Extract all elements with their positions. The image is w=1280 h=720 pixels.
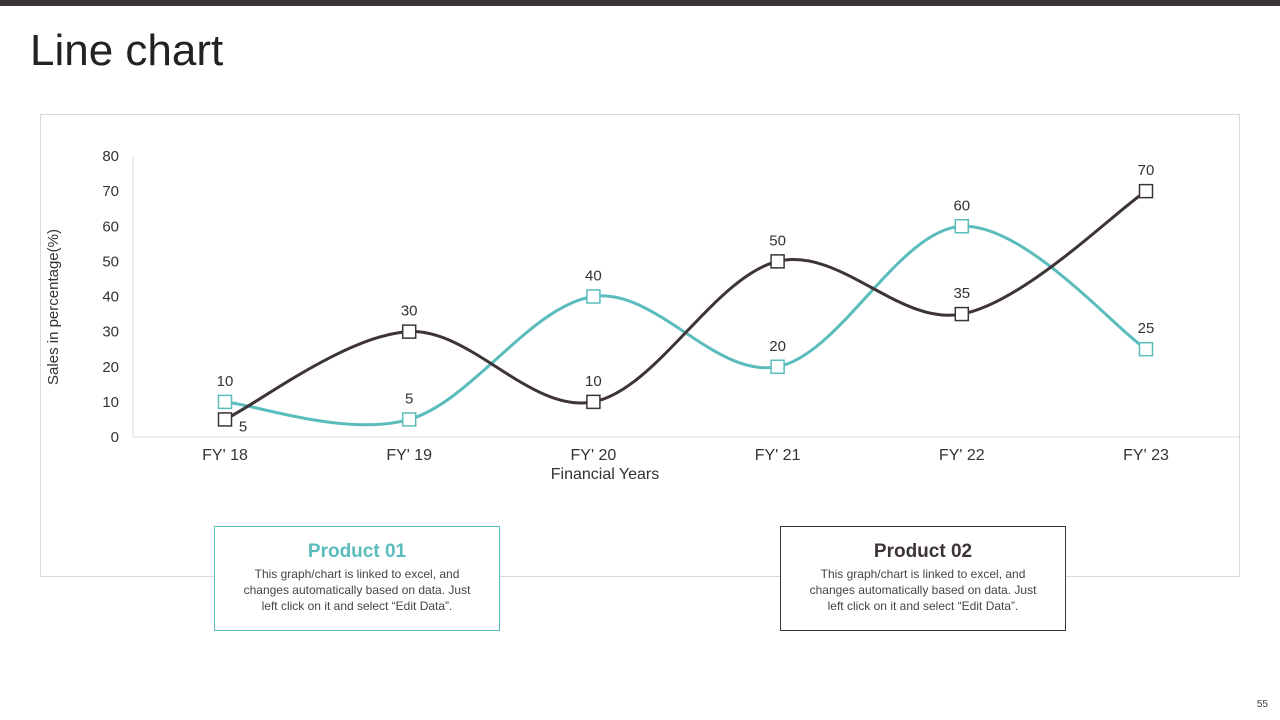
legend-product-02-description: This graph/chart is linked to excel, and… [809, 567, 1037, 613]
page-number: 55 [1256, 699, 1268, 710]
series-2-data-label: 50 [769, 232, 786, 249]
series-2-point [217, 412, 233, 427]
x-tick-label: FY' 19 [386, 447, 432, 464]
series-1-point [586, 289, 601, 304]
series-2-point [1138, 183, 1154, 199]
y-tick-label: 60 [102, 218, 119, 235]
y-tick-label: 80 [102, 148, 119, 165]
series-2-line [223, 189, 1148, 421]
series-2-point [401, 324, 417, 339]
legend-product-01: Product 01 This graph/chart is linked to… [214, 526, 500, 631]
series-1-data-label: 25 [1138, 320, 1155, 337]
y-tick-label: 30 [102, 324, 119, 341]
series-1-data-label: 5 [405, 390, 413, 407]
series-2-data-label: 10 [585, 373, 602, 390]
series-1-data-label: 20 [769, 338, 786, 355]
series-1-point [401, 412, 417, 427]
series-1-point [954, 219, 970, 234]
series-2-data-label: 35 [953, 285, 970, 302]
y-tick-label: 40 [102, 289, 119, 306]
series-2-point [586, 394, 601, 410]
series-1-point [770, 359, 785, 374]
legend-product-02: Product 02 This graph/chart is linked to… [780, 526, 1066, 631]
x-tick-label: FY' 22 [939, 447, 985, 464]
series-2-data-label: 30 [401, 303, 418, 320]
x-tick-label: FY' 21 [755, 447, 801, 464]
series-1-data-label: 60 [953, 197, 970, 214]
plot-area-background [86, 123, 1196, 508]
line-chart: 0 10 20 30 40 50 60 70 80 FY' 18 FY' 19 FY' 20 FY' 2… [45, 123, 1239, 508]
x-tick-label: FY' 23 [1123, 447, 1169, 464]
series-2-data-label: 5 [239, 418, 247, 435]
y-tick-label: 10 [102, 394, 119, 411]
y-tick-label: 50 [102, 253, 119, 270]
series-1-point [217, 394, 233, 410]
legend-product-02-title: Product 02 [873, 541, 973, 562]
y-tick-label: 70 [102, 183, 119, 200]
chart-frame: 0 10 20 30 40 50 60 70 80 FY' 18 FY' 19 FY' 20 FY' 2… [40, 114, 1240, 577]
series-2-point [954, 306, 970, 322]
series-1-data-label: 10 [217, 373, 234, 390]
series-2-data-label: 70 [1138, 162, 1155, 179]
y-axis-title: Sales in percentage(%) [45, 229, 62, 385]
legend-product-01-title: Product 01 [307, 541, 407, 562]
x-tick-label: FY' 20 [571, 447, 617, 464]
top-accent-bar [0, 0, 1280, 6]
series-1-data-label: 40 [585, 268, 602, 285]
x-tick-label: FY' 18 [202, 447, 248, 464]
legend-product-01-description: This graph/chart is linked to excel, and… [243, 567, 471, 613]
x-axis-title: Financial Years [551, 466, 660, 483]
y-tick-label: 0 [111, 429, 119, 446]
y-tick-label: 20 [102, 359, 119, 376]
slide-title: Line chart [30, 26, 224, 75]
series-1-point [1138, 341, 1154, 357]
series-2-point [770, 254, 785, 269]
